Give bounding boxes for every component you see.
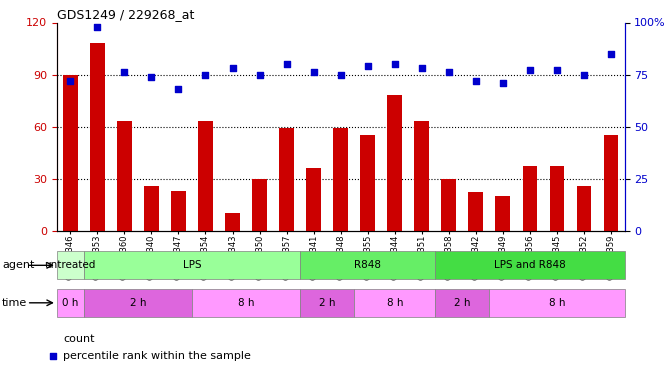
Point xyxy=(335,72,346,78)
Bar xyxy=(300,251,436,279)
Text: untreated: untreated xyxy=(45,260,96,270)
Point xyxy=(524,68,535,74)
Bar xyxy=(57,289,84,317)
Bar xyxy=(252,178,267,231)
Bar xyxy=(387,95,402,231)
Bar xyxy=(192,289,300,317)
Bar xyxy=(468,192,484,231)
Bar xyxy=(604,135,619,231)
Point xyxy=(119,69,130,75)
Text: LPS: LPS xyxy=(182,260,201,270)
Bar xyxy=(442,178,456,231)
Bar xyxy=(144,186,159,231)
Point xyxy=(200,72,211,78)
Text: agent: agent xyxy=(2,260,34,270)
Bar xyxy=(490,289,625,317)
Bar xyxy=(117,122,132,231)
Point xyxy=(255,72,265,78)
Bar xyxy=(436,289,490,317)
Bar xyxy=(354,289,436,317)
Text: count: count xyxy=(63,334,95,344)
Bar xyxy=(90,44,105,231)
Point xyxy=(146,74,157,80)
Bar xyxy=(496,196,510,231)
Point xyxy=(84,326,95,332)
Text: 8 h: 8 h xyxy=(387,298,403,308)
Bar xyxy=(550,166,564,231)
Bar xyxy=(198,122,213,231)
Text: R848: R848 xyxy=(354,260,381,270)
Point xyxy=(173,86,184,92)
Bar xyxy=(63,75,77,231)
Bar xyxy=(360,135,375,231)
Bar xyxy=(279,128,294,231)
Text: 0 h: 0 h xyxy=(62,298,78,308)
Point xyxy=(498,80,508,86)
Text: time: time xyxy=(2,298,27,308)
Point xyxy=(92,24,103,30)
Point xyxy=(65,78,75,84)
Point xyxy=(470,78,481,84)
Text: 2 h: 2 h xyxy=(454,298,470,308)
Bar xyxy=(306,168,321,231)
Point xyxy=(416,65,427,71)
Point xyxy=(444,69,454,75)
Text: LPS and R848: LPS and R848 xyxy=(494,260,566,270)
Point xyxy=(606,51,617,57)
Bar xyxy=(84,251,300,279)
Point xyxy=(281,61,292,67)
Bar xyxy=(225,213,240,231)
Text: 2 h: 2 h xyxy=(130,298,146,308)
Point xyxy=(227,65,238,71)
Point xyxy=(389,61,400,67)
Bar xyxy=(171,191,186,231)
Bar xyxy=(576,186,591,231)
Text: percentile rank within the sample: percentile rank within the sample xyxy=(63,351,251,361)
Point xyxy=(578,72,589,78)
Text: 8 h: 8 h xyxy=(238,298,255,308)
Bar xyxy=(333,128,348,231)
Point xyxy=(309,69,319,75)
Bar xyxy=(57,251,84,279)
Text: 2 h: 2 h xyxy=(319,298,335,308)
Point xyxy=(552,68,562,74)
Bar xyxy=(84,289,192,317)
Bar xyxy=(522,166,537,231)
Bar xyxy=(414,122,430,231)
Text: 8 h: 8 h xyxy=(548,298,565,308)
Text: GDS1249 / 229268_at: GDS1249 / 229268_at xyxy=(57,8,194,21)
Bar xyxy=(300,289,354,317)
Bar xyxy=(436,251,625,279)
Point xyxy=(362,63,373,69)
